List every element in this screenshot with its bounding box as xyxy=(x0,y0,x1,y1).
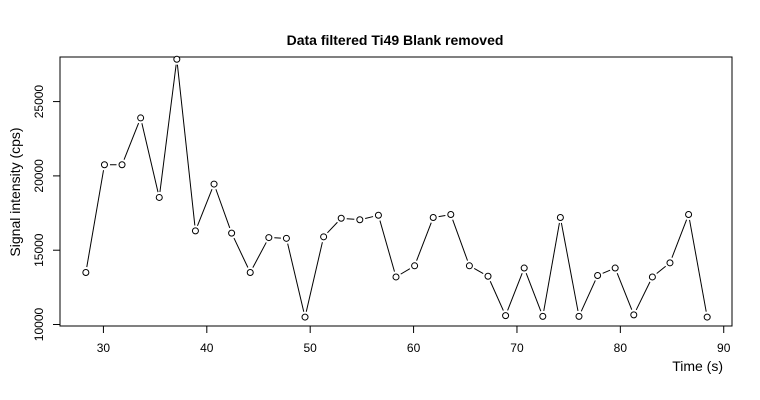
data-point xyxy=(228,229,236,237)
data-point xyxy=(301,313,309,321)
data-point xyxy=(594,271,602,279)
data-point xyxy=(392,273,400,281)
x-axis: 30 40 50 60 70 80 90 xyxy=(97,325,731,355)
data-point xyxy=(210,180,218,188)
data-point xyxy=(666,259,674,267)
series-segment xyxy=(473,268,484,274)
y-axis: 10000 15000 20000 25000 xyxy=(32,85,61,342)
y-tick-label: 10000 xyxy=(32,308,46,342)
data-point xyxy=(429,214,437,222)
series-segment xyxy=(489,281,504,311)
series-segment xyxy=(86,170,105,268)
data-point xyxy=(411,262,419,270)
data-point xyxy=(173,55,181,63)
data-point xyxy=(320,233,328,241)
data-point xyxy=(703,313,711,321)
series-segment xyxy=(543,222,560,312)
data-point xyxy=(630,311,638,319)
data-point xyxy=(539,312,547,320)
series-segment xyxy=(159,64,177,193)
data-point xyxy=(137,114,145,122)
data-point xyxy=(155,193,163,201)
data-point xyxy=(118,161,126,169)
data-point xyxy=(520,264,528,272)
y-tick-label: 20000 xyxy=(32,159,46,193)
data-point xyxy=(265,234,273,242)
series-segment xyxy=(656,265,666,274)
series-segment xyxy=(507,272,523,311)
data-point xyxy=(611,264,619,272)
series-segment xyxy=(602,269,611,274)
x-tick-label: 30 xyxy=(97,341,111,355)
series-segment xyxy=(346,218,355,220)
data-point xyxy=(100,161,108,169)
data-point xyxy=(356,216,364,224)
series-segment xyxy=(327,221,338,234)
data-point xyxy=(648,273,656,281)
data-point xyxy=(337,214,345,222)
series-segment xyxy=(141,123,159,193)
data-point xyxy=(246,268,254,276)
plot-frame xyxy=(59,56,733,327)
data-point xyxy=(465,262,473,270)
series-segment xyxy=(438,214,446,218)
series-segment xyxy=(452,219,468,261)
series-segment xyxy=(123,122,140,160)
series-segment xyxy=(287,243,305,312)
x-tick-label: 90 xyxy=(717,341,731,355)
data-point xyxy=(556,214,564,222)
data-point xyxy=(685,211,693,219)
data-point xyxy=(502,312,510,320)
x-tick-label: 60 xyxy=(407,341,421,355)
series-segment xyxy=(176,64,196,226)
series-segment xyxy=(197,188,213,226)
y-tick-label: 25000 xyxy=(32,85,46,119)
series-segment xyxy=(560,222,579,312)
series-segment xyxy=(305,242,323,312)
x-axis-label: Time (s) xyxy=(672,358,723,374)
series-segment xyxy=(635,281,651,311)
series-segment xyxy=(671,219,688,258)
series-line-group xyxy=(82,55,711,321)
series-segment xyxy=(365,216,374,219)
data-point xyxy=(191,227,199,235)
series-segment xyxy=(580,280,596,312)
data-point xyxy=(374,211,382,219)
data-point xyxy=(82,268,90,276)
x-tick-label: 50 xyxy=(304,341,318,355)
data-point xyxy=(447,211,455,219)
series-segment xyxy=(689,219,707,312)
series-segment xyxy=(215,189,231,229)
x-tick-label: 80 xyxy=(614,341,628,355)
y-tick-label: 15000 xyxy=(32,233,46,267)
x-tick-label: 40 xyxy=(200,341,214,355)
data-point xyxy=(484,272,492,280)
series-segment xyxy=(416,222,432,261)
series-segment xyxy=(252,242,267,268)
x-tick-label: 70 xyxy=(510,341,524,355)
y-axis-label: Signal intensity (cps) xyxy=(7,127,23,256)
data-point xyxy=(282,234,290,242)
series-segment xyxy=(525,272,542,312)
series-segment xyxy=(233,237,249,268)
series-segment xyxy=(379,220,395,272)
data-point xyxy=(575,312,583,320)
series-segment xyxy=(616,272,633,310)
chart-title: Data filtered Ti49 Blank removed xyxy=(287,32,504,48)
series-segment xyxy=(400,268,411,275)
